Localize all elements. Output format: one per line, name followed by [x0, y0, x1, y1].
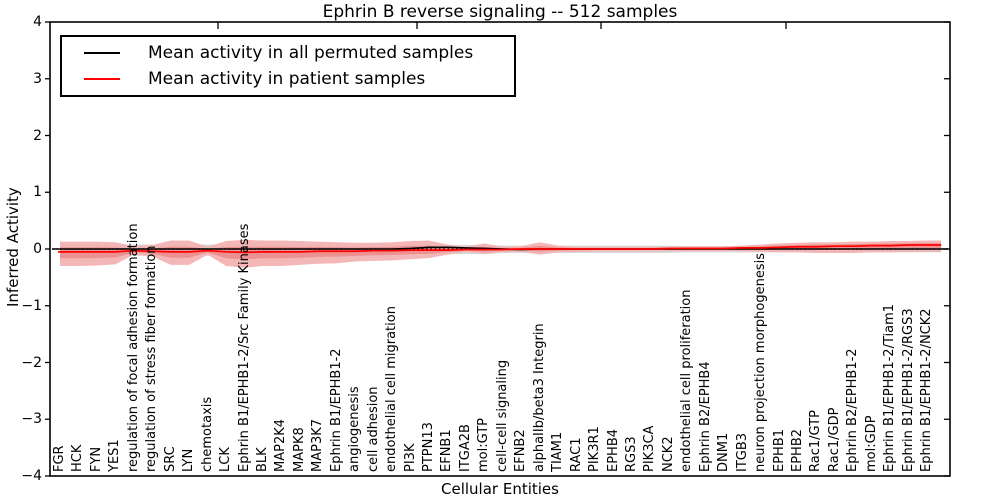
x-tick-label: mol:GTP — [476, 418, 492, 472]
x-tick-label: YES1 — [107, 439, 123, 472]
x-tick-label: LCK — [218, 447, 234, 472]
x-tick-label: endothelial cell proliferation — [679, 289, 695, 473]
x-tick-label: Rac1/GDP — [826, 407, 842, 472]
x-tick-label: endothelial cell migration — [384, 306, 400, 472]
x-tick-label: angiogenesis — [347, 386, 363, 472]
y-tick-label: 2 — [33, 127, 42, 144]
x-tick-label: Rac1/GTP — [808, 410, 824, 472]
x-tick-label: EPHB4 — [605, 428, 621, 472]
x-tick-label: alphaIIb/beta3 Integrin — [531, 323, 547, 472]
patient-range-inner-band — [60, 242, 942, 260]
x-tick-label: FGR — [52, 445, 67, 472]
x-tick-label: Ephrin B1/EPHB1-2/Tiam1 — [882, 303, 898, 472]
y-tick-label: −1 — [21, 297, 42, 314]
x-tick-label: neuron projection morphogenesis — [753, 253, 769, 472]
x-tick-label: NCK2 — [660, 436, 676, 472]
x-tick-label: Ephrin B1/EPHB1-2/NCK2 — [919, 308, 935, 472]
patient-mean-line — [58, 244, 942, 254]
legend-item-patient: Mean activity in patient samples — [62, 69, 514, 89]
x-tick-label: MAP2K4 — [273, 418, 289, 472]
x-tick-label: MAPK8 — [291, 427, 307, 472]
x-tick-label: Ephrin B1/EPHB1-2/Src Family Kinases — [236, 223, 252, 472]
x-tick-label: ITGA2B — [457, 424, 473, 472]
x-tick-label: Ephrin B2/EPHB4 — [697, 361, 713, 472]
x-tick-label: PTPN13 — [421, 422, 436, 472]
x-tick-label: Ephrin B2/EPHB1-2 — [845, 348, 861, 472]
y-tick-label: 3 — [33, 70, 42, 87]
chart-title: Ephrin B reverse signaling -- 512 sample… — [322, 2, 678, 22]
x-tick-label: cell adhesion — [365, 386, 381, 472]
x-tick-label: PI3K — [402, 443, 418, 472]
x-tick-label: FYN — [88, 446, 104, 472]
x-tick-label: LYN — [181, 448, 197, 472]
legend: Mean activity in all permuted samples Me… — [60, 35, 516, 97]
y-tick-label: −3 — [21, 411, 42, 428]
x-tick-label: HCK — [70, 444, 86, 472]
x-tick-label: EFNB1 — [439, 429, 455, 472]
x-tick-label: BLK — [254, 447, 270, 472]
x-tick-label: PIK3R1 — [587, 426, 603, 472]
x-tick-label: regulation of stress fiber formation — [144, 245, 160, 472]
x-tick-label: Ephrin B1/EPHB1-2/RGS3 — [900, 308, 916, 472]
legend-label-permuted: Mean activity in all permuted samples — [148, 43, 474, 63]
y-tick-label: −2 — [21, 354, 42, 371]
permuted-mean-line — [52, 246, 948, 251]
legend-item-permuted: Mean activity in all permuted samples — [62, 43, 514, 63]
x-axis-label: Cellular Entities — [441, 480, 559, 498]
x-tick-label: mol:GDP — [863, 415, 879, 472]
x-tick-label: regulation of focal adhesion formation — [125, 223, 141, 472]
x-tick-label: cell-cell signaling — [494, 359, 510, 472]
x-tick-label: TIAM1 — [550, 431, 566, 472]
x-tick-label: RAC1 — [568, 437, 584, 472]
x-tick-label: MAP3K7 — [310, 418, 326, 472]
x-tick-label: Ephrin B1/EPHB1-2 — [328, 348, 344, 472]
x-tick-label: EPHB1 — [771, 428, 787, 472]
x-tick-label: EFNB2 — [513, 429, 529, 472]
patient-line-swatch — [84, 78, 120, 80]
permuted-line-swatch — [84, 52, 120, 54]
x-tick-label: chemotaxis — [199, 396, 215, 472]
y-tick-label: 4 — [33, 14, 42, 30]
x-tick-label: ITGB3 — [734, 432, 750, 472]
x-tick-label: RGS3 — [623, 436, 639, 472]
y-tick-label: 1 — [33, 184, 42, 201]
y-tick-label: 0 — [33, 241, 42, 257]
y-tick-label: −4 — [21, 468, 42, 484]
x-tick-label: PIK3CA — [642, 425, 658, 472]
x-tick-label: SRC — [162, 446, 178, 472]
x-tick-label: DNM1 — [716, 432, 732, 472]
x-tick-label: EPHB2 — [790, 428, 805, 472]
legend-label-patient: Mean activity in patient samples — [148, 69, 426, 89]
